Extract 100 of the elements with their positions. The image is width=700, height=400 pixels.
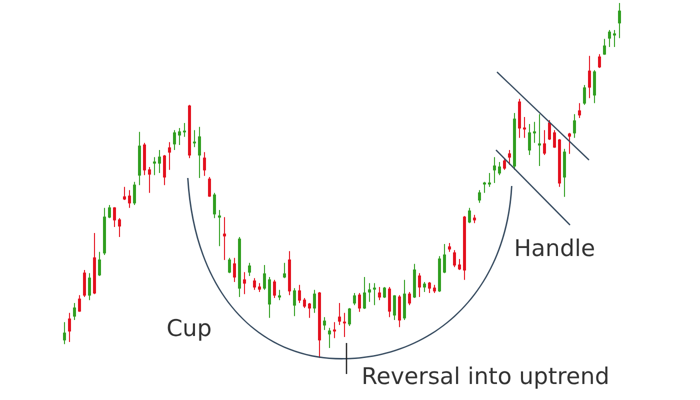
candlestick bbox=[228, 257, 231, 274]
candlestick bbox=[318, 291, 321, 358]
candlestick bbox=[343, 312, 346, 338]
candlestick bbox=[573, 114, 576, 138]
candlestick bbox=[483, 181, 486, 194]
candlestick bbox=[143, 142, 146, 176]
candlestick bbox=[168, 142, 171, 170]
candlestick bbox=[348, 307, 351, 327]
candlestick bbox=[488, 172, 491, 188]
candlestick bbox=[428, 282, 431, 294]
annotation: Handle bbox=[514, 236, 596, 262]
candlestick bbox=[88, 272, 91, 301]
candlestick bbox=[98, 251, 101, 276]
candlestick bbox=[163, 154, 166, 186]
candlestick bbox=[578, 102, 581, 119]
candlestick bbox=[103, 207, 106, 256]
candlestick bbox=[518, 98, 521, 138]
candlestick bbox=[183, 122, 186, 138]
candlestick bbox=[383, 286, 386, 299]
candlestick bbox=[508, 149, 511, 166]
candlestick bbox=[378, 286, 381, 301]
candlestick bbox=[543, 130, 546, 156]
candlestick bbox=[193, 130, 196, 148]
candlestick bbox=[73, 302, 76, 321]
candlestick bbox=[138, 131, 141, 186]
candlestick bbox=[373, 282, 376, 306]
candlestick bbox=[603, 38, 606, 56]
candlestick bbox=[478, 190, 481, 204]
text: Reversal into uptrend bbox=[362, 364, 610, 390]
candlestick bbox=[153, 156, 156, 176]
candlestick bbox=[363, 276, 366, 310]
candlestick bbox=[608, 29, 611, 48]
candlestick bbox=[368, 282, 371, 302]
candlestick bbox=[533, 121, 536, 144]
candlestick bbox=[523, 116, 526, 138]
candlestick bbox=[253, 278, 256, 290]
candlestick bbox=[553, 130, 556, 148]
candlestick bbox=[418, 272, 421, 298]
candlestick bbox=[173, 130, 176, 150]
candlestick bbox=[298, 284, 301, 304]
candlestick bbox=[408, 291, 411, 306]
candlestick bbox=[468, 207, 471, 224]
candlestick bbox=[288, 250, 291, 296]
candlestick bbox=[503, 158, 506, 170]
candlestick bbox=[278, 289, 281, 301]
candlestick bbox=[83, 269, 86, 298]
candlestick bbox=[398, 294, 401, 328]
candlestick bbox=[108, 204, 111, 219]
candlestick bbox=[393, 294, 396, 321]
candlestick bbox=[148, 166, 151, 194]
candlestick bbox=[123, 186, 126, 201]
candlestick bbox=[568, 132, 571, 154]
candlestick bbox=[273, 279, 276, 299]
candlestick bbox=[618, 2, 621, 39]
candlestick bbox=[293, 288, 296, 317]
candlestick bbox=[463, 216, 466, 280]
candlestick bbox=[243, 272, 246, 295]
candlestick bbox=[223, 216, 226, 261]
candlestick bbox=[563, 148, 566, 198]
candlestick bbox=[358, 292, 361, 312]
candlestick bbox=[198, 126, 201, 179]
candlestick bbox=[448, 242, 451, 252]
candlestick bbox=[248, 262, 251, 276]
candlestick bbox=[443, 244, 446, 274]
candlestick bbox=[93, 232, 96, 295]
candlestick bbox=[423, 282, 426, 292]
candlestick bbox=[283, 262, 286, 279]
candlestick bbox=[558, 138, 561, 188]
candlestick bbox=[203, 152, 206, 176]
candlestick bbox=[188, 104, 191, 159]
candlestick bbox=[328, 327, 331, 349]
annotation: Cup bbox=[166, 316, 212, 342]
candlestick bbox=[238, 236, 241, 298]
candlestick bbox=[493, 156, 496, 184]
candlestick bbox=[263, 264, 266, 290]
candlestick bbox=[438, 256, 441, 292]
candlestick bbox=[593, 70, 596, 104]
candlestick bbox=[588, 55, 591, 99]
candlestick bbox=[218, 209, 221, 247]
candlestick bbox=[538, 114, 541, 166]
candlestick bbox=[528, 124, 531, 156]
candlestick bbox=[513, 112, 516, 170]
candlestick bbox=[128, 190, 131, 208]
candlestick bbox=[158, 149, 161, 174]
candlestick bbox=[333, 322, 336, 339]
candlestick bbox=[353, 292, 356, 306]
candlestick bbox=[338, 302, 341, 326]
candlestick bbox=[433, 284, 436, 294]
candlestick bbox=[583, 84, 586, 106]
candlestick bbox=[68, 312, 71, 343]
candlestick bbox=[613, 29, 616, 48]
candlestick bbox=[133, 181, 136, 206]
candlestick bbox=[118, 218, 121, 238]
candlestick bbox=[548, 120, 551, 141]
candlestick bbox=[113, 206, 116, 228]
candlestick bbox=[213, 192, 216, 219]
candlestick bbox=[473, 214, 476, 224]
candlestick bbox=[303, 298, 306, 308]
candlestick bbox=[458, 258, 461, 270]
candlestick bbox=[598, 54, 601, 68]
